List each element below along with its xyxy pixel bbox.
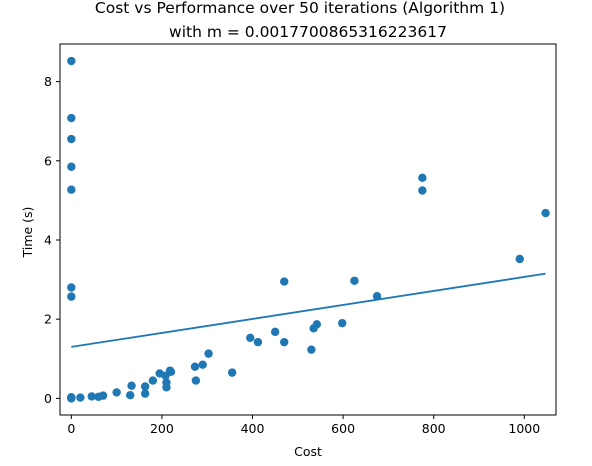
scatter-point: [270, 327, 280, 337]
x-tick-label: 600: [331, 421, 355, 436]
scatter-point: [140, 389, 150, 398]
scatter-point: [350, 276, 359, 285]
scatter-point: [541, 208, 550, 218]
scatter-point: [140, 382, 150, 391]
scatter-point: [191, 376, 201, 385]
scatter-point: [190, 362, 200, 371]
x-tick-label: 1000: [508, 421, 540, 436]
plot-area-frame: [59, 43, 557, 416]
scatter-point: [67, 283, 76, 292]
scatter-point: [280, 277, 289, 286]
scatter-point: [98, 391, 108, 400]
x-axis-label: Cost: [294, 444, 322, 459]
scatter-point: [280, 337, 289, 347]
x-tick-label: 200: [150, 421, 174, 436]
chart-title: Cost vs Performance over 50 iterations (…: [95, 0, 505, 17]
scatter-point: [162, 383, 171, 392]
y-tick-label: 4: [44, 232, 52, 247]
fit-line: [71, 272, 546, 348]
scatter-point: [166, 367, 176, 377]
x-tick-label: 800: [422, 421, 446, 436]
scatter-point: [67, 392, 76, 402]
scatter-point: [204, 349, 213, 358]
scatter-point: [418, 186, 427, 195]
scatter-point: [253, 337, 263, 347]
x-tick-label: 400: [241, 421, 265, 436]
scatter-point: [246, 333, 255, 342]
y-tick-label: 2: [44, 312, 52, 327]
scatter-point: [67, 113, 76, 123]
x-tick-label: 0: [67, 421, 75, 436]
scatter-point: [67, 292, 76, 301]
y-tick-label: 8: [44, 74, 52, 89]
scatter-point: [127, 381, 136, 390]
scatter-point: [76, 393, 85, 402]
scatter-point: [198, 360, 207, 369]
scatter-point: [337, 318, 347, 328]
scatter-point: [148, 376, 158, 385]
y-tick-label: 6: [44, 153, 52, 168]
scatter-point: [227, 368, 237, 377]
scatter-point: [372, 292, 382, 301]
scatter-point: [126, 391, 135, 400]
scatter-point: [67, 185, 76, 194]
y-tick-label: 0: [44, 391, 52, 406]
scatter-point: [67, 134, 76, 144]
scatter-point: [307, 345, 316, 354]
scatter-point: [112, 388, 121, 397]
scatter-point: [67, 56, 76, 66]
plot-marks: 0 200 400 600 800 1000 0 2 4 6 8: [44, 56, 550, 436]
scatter-point: [418, 173, 427, 183]
y-axis-label: Time (s): [20, 207, 35, 259]
scatter-point: [67, 162, 76, 171]
scatter-point: [515, 254, 524, 264]
scatter-point: [312, 320, 322, 329]
scatter-point: [87, 392, 96, 401]
chart-subtitle: with m = 0.0017700865316223617: [169, 23, 447, 41]
